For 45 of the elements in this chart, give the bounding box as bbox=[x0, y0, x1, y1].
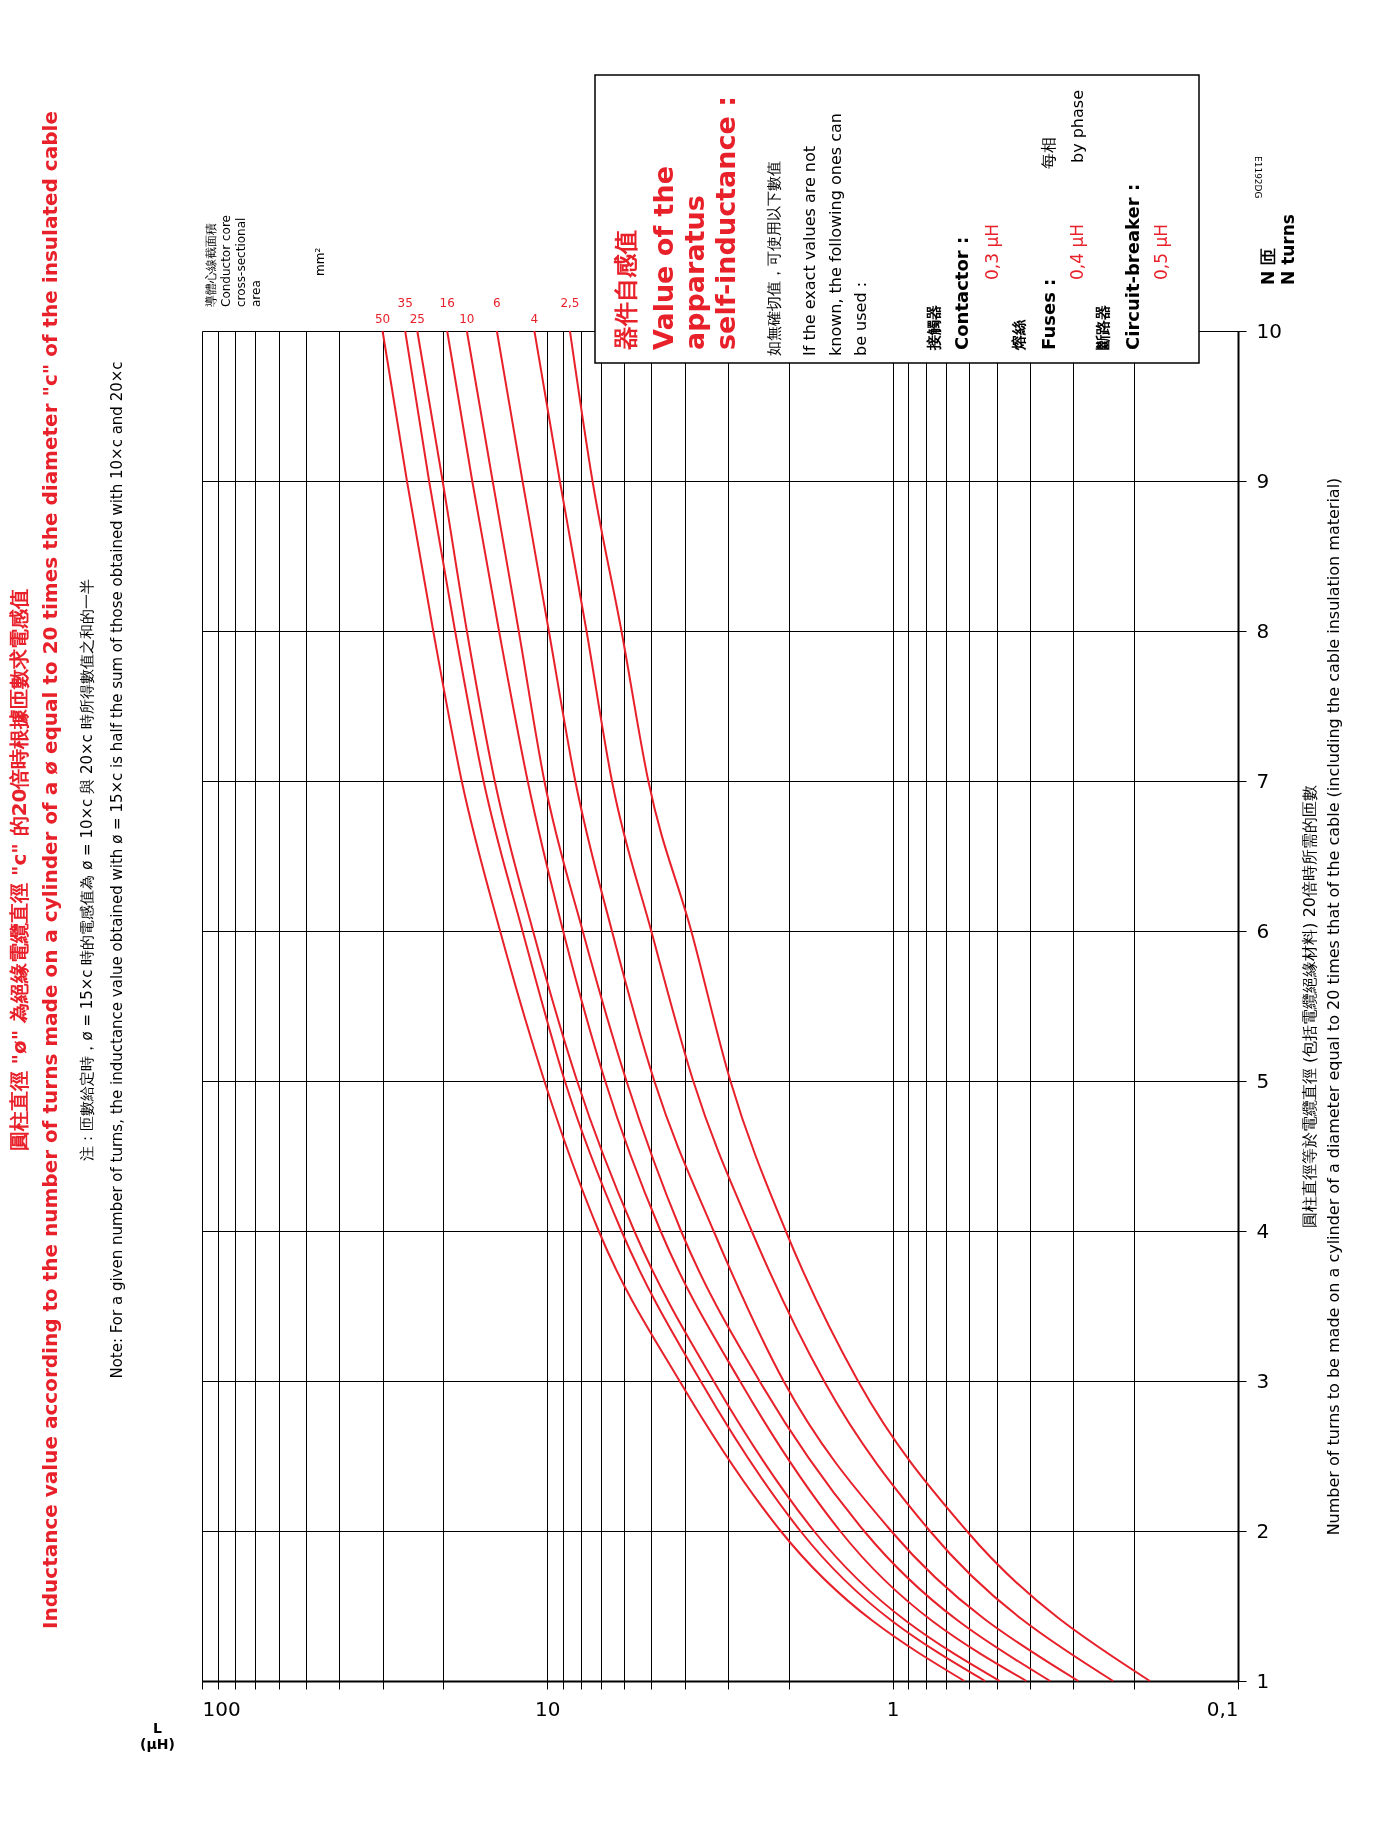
text: 0,3 µH bbox=[982, 223, 1002, 280]
annotation: If the exact values are not known, the following ones can be used : bbox=[800, 113, 871, 356]
y-tick-label: 4 bbox=[1256, 1218, 1270, 1243]
series-label: 35 bbox=[397, 296, 413, 310]
x-tick-label: 1 bbox=[886, 1696, 900, 1721]
text: 注：匝數給定時，ø = 15×c 時的電感值為 ø = 10×c 與 20×c 時所得數值之和的一半 Note: For a given number of turns, the inductance value obtained with ø = 15×c is half the sum of those obtained with 10×c and 20×c bbox=[78, 361, 126, 1379]
series-label: 10 bbox=[459, 312, 475, 326]
y-axis-title: 圓柱直徑等於電纜直徑 (包括電纜絕緣材料) 20倍時所需的匝數 Number of turns to be made on a cylinder of a diameter equal to 20 times that of the cable (including the cable insulation material) bbox=[1299, 477, 1343, 1536]
y-tick-label: 9 bbox=[1256, 468, 1270, 493]
legend-title: 導體心線截面積 Conductor core cross-sectional area bbox=[204, 215, 263, 307]
annotation: 斷路器 bbox=[1094, 305, 1112, 350]
x-tick-label: 10 bbox=[535, 1696, 561, 1721]
annotation: 接觸器 bbox=[925, 305, 943, 351]
series-label: 50 bbox=[374, 312, 391, 326]
x-axis-title: L (µH) bbox=[140, 1719, 175, 1752]
text: 每相 bbox=[1039, 137, 1058, 169]
annotation: 如無確切值，可使用以下數值 bbox=[765, 161, 783, 356]
series-label: 2,5 bbox=[560, 296, 580, 310]
annotation: 器件自感值 bbox=[612, 230, 640, 350]
annotation: 熔絲 bbox=[1010, 319, 1028, 351]
series-label: 6 bbox=[493, 296, 501, 310]
y-tick-label: 7 bbox=[1256, 768, 1270, 793]
text: mm² bbox=[313, 247, 327, 276]
series-label: 16 bbox=[439, 296, 455, 310]
y-tick-label: 3 bbox=[1256, 1368, 1270, 1393]
y-tick-label: 10 bbox=[1256, 318, 1282, 343]
annotation: Contactor : bbox=[951, 236, 972, 350]
text: 0,4 µH bbox=[1067, 223, 1087, 280]
text: E1192DG bbox=[1253, 156, 1263, 199]
y-tick-label: 1 bbox=[1256, 1668, 1270, 1693]
annotation: Fuses : bbox=[1038, 278, 1059, 350]
annotation: Value of the apparatus self-inductance : bbox=[648, 95, 742, 350]
text: by phase bbox=[1068, 90, 1087, 163]
y-tick-label: 8 bbox=[1256, 618, 1270, 643]
x-tick-label: 100 bbox=[202, 1696, 241, 1721]
text: N 匝 N turns bbox=[1258, 214, 1298, 285]
x-tick-label: 0,1 bbox=[1206, 1696, 1239, 1721]
series-label: 25 bbox=[409, 312, 425, 326]
series-label: 4 bbox=[530, 312, 539, 326]
y-tick-label: 5 bbox=[1256, 1068, 1270, 1093]
y-tick-label: 6 bbox=[1256, 918, 1270, 943]
y-tick-label: 2 bbox=[1256, 1518, 1270, 1543]
text: 圓柱直徑 "ø" 為絕緣電纜直徑 "c" 的20倍時根據匝數求電感值 Inductance value according to the number of turns made on a cylinder of a ø equal to 20 times the diameter "c" of the insulated cable bbox=[7, 111, 62, 1629]
annotation: Circuit-breaker : bbox=[1122, 183, 1143, 350]
text: 0,5 µH bbox=[1151, 223, 1171, 280]
